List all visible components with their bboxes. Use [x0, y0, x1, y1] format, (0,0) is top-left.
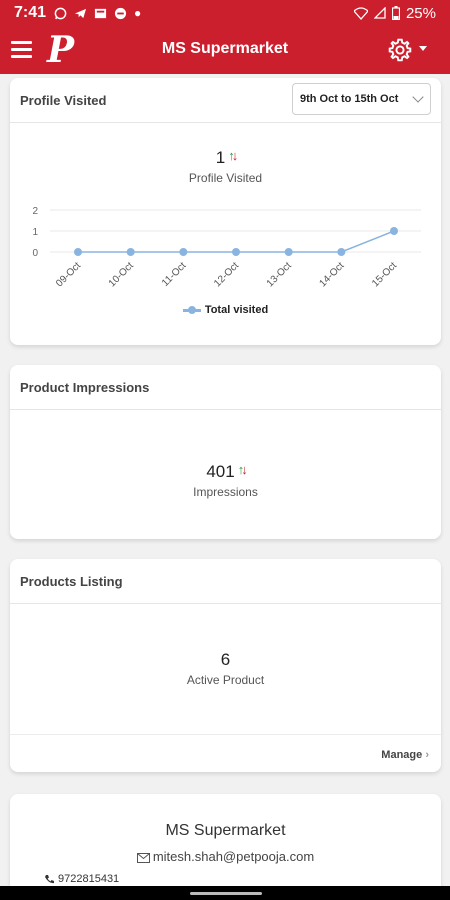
chart-legend: Total visited — [10, 304, 441, 316]
trend-arrows-icon: ↑↓ — [237, 462, 248, 477]
legend-marker-icon — [182, 305, 201, 314]
store-phone: 9722815431 — [58, 873, 120, 885]
menu-icon[interactable] — [11, 41, 32, 58]
product-impressions-card: Product Impressions 401 ↑↓ Impressions — [10, 365, 441, 539]
telegram-icon — [74, 8, 87, 18]
products-listing-card: Products Listing 6 Active Product Manage… — [10, 559, 441, 772]
y-tick-label: 0 — [32, 248, 38, 259]
signal-icon — [373, 7, 386, 19]
trend-arrows-icon: ↑↓ — [228, 148, 238, 163]
x-tick-label: 10-Oct — [107, 260, 136, 289]
store-phone-row[interactable]: 9722815431 — [44, 873, 119, 885]
data-point — [232, 248, 240, 256]
metric-value: 401 — [206, 462, 235, 481]
legend-label: Total visited — [204, 304, 269, 316]
divider — [10, 734, 441, 735]
y-tick-label: 1 — [32, 227, 38, 238]
profile-visited-card: Profile Visited 9th Oct to 15th Oct 1 ↑↓ … — [10, 78, 441, 345]
data-point — [390, 227, 398, 235]
navigation-gesture-bar — [0, 886, 450, 900]
minus-circle-icon — [114, 7, 127, 19]
data-point — [126, 248, 135, 256]
chevron-right-icon: › — [425, 749, 429, 761]
x-tick-label: 11-Oct — [160, 260, 189, 289]
phone-icon — [45, 874, 54, 883]
home-gesture-handle[interactable] — [190, 892, 262, 895]
card-title: Profile Visited — [20, 92, 107, 108]
caret-down-icon[interactable] — [419, 46, 427, 51]
x-tick-label: 09-Oct — [54, 260, 83, 289]
mail-icon — [136, 852, 150, 863]
status-bar: 7:41 ● 25% — [0, 0, 450, 26]
metric-label: Profile Visited — [188, 171, 263, 185]
data-point — [74, 248, 82, 256]
metric-value: 1 — [215, 148, 226, 167]
battery-icon — [391, 6, 400, 20]
whatsapp-icon — [54, 7, 67, 19]
battery-percent: 25% — [405, 4, 436, 22]
news-icon — [94, 8, 107, 18]
y-tick-label: 2 — [32, 206, 38, 217]
dot-icon: ● — [134, 6, 142, 20]
metric-value: 6 — [220, 650, 231, 669]
manage-link[interactable]: Manage › — [381, 749, 429, 761]
data-point — [337, 248, 346, 256]
manage-label: Manage — [381, 749, 423, 761]
store-info-card: MS Supermarket mitesh.shah@petpooja.com … — [10, 794, 441, 900]
card-title: Product Impressions — [20, 379, 150, 395]
metric-label: Impressions — [193, 485, 258, 499]
card-title: Products Listing — [20, 573, 123, 589]
date-range-select[interactable]: 9th Oct to 15th Oct — [292, 83, 431, 115]
petpooja-logo: P — [47, 29, 75, 71]
app-bar: P MS Supermarket — [0, 26, 450, 74]
store-email: mitesh.shah@petpooja.com — [152, 849, 315, 864]
x-tick-label: 14-Oct — [317, 260, 346, 289]
store-name: MS Supermarket — [165, 822, 286, 839]
x-tick-label: 13-Oct — [265, 260, 294, 289]
date-range-value: 9th Oct to 15th Oct — [300, 93, 399, 105]
card-header: Profile Visited 9th Oct to 15th Oct — [10, 78, 441, 123]
card-header: Products Listing — [10, 559, 441, 604]
impressions-metric: 401 ↑↓ Impressions — [10, 462, 441, 499]
wifi-icon — [353, 6, 368, 20]
active-products-metric: 6 Active Product — [10, 650, 441, 687]
app-title: MS Supermarket — [161, 40, 289, 57]
gear-icon[interactable] — [387, 37, 413, 63]
data-point — [179, 248, 188, 256]
store-email-row[interactable]: mitesh.shah@petpooja.com — [10, 849, 441, 864]
x-tick-label: 15-Oct — [370, 260, 399, 289]
status-time: 7:41 — [14, 4, 47, 21]
x-tick-label: 12-Oct — [212, 260, 241, 289]
profile-visits-metric: 1 ↑↓ Profile Visited — [10, 148, 441, 185]
card-header: Product Impressions — [10, 365, 441, 410]
metric-label: Active Product — [186, 673, 265, 687]
data-point — [284, 248, 293, 256]
visits-line-chart: 0 1 2 09-Oct 10-Oct 11-Oct 12-Oct 13-Oct 14-Oct 1… — [32, 206, 421, 289]
